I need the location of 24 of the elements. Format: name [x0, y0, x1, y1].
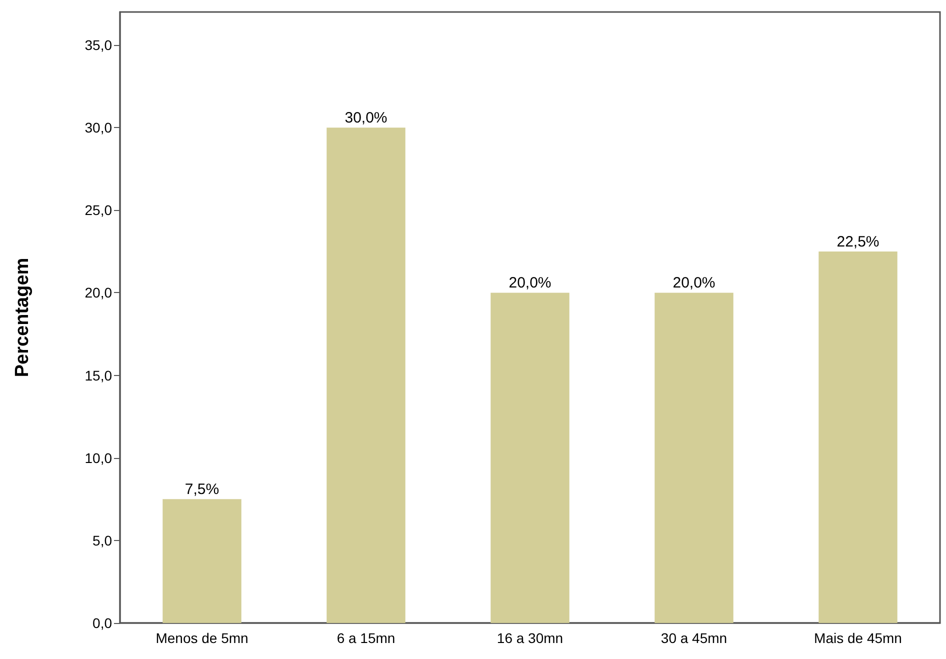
x-tick-label: Menos de 5mn — [156, 630, 248, 646]
x-tick-label: 16 a 30mn — [496, 630, 564, 646]
y-tick-label: 10,0 — [84, 450, 112, 466]
y-tick-label: 30,0 — [84, 120, 112, 136]
x-tick-label: 30 a 45mn — [660, 630, 728, 646]
y-tick-label: 25,0 — [84, 202, 112, 218]
y-tick-label: 20,0 — [84, 284, 112, 301]
bar — [326, 128, 406, 623]
data-label: 22,5% — [836, 233, 880, 250]
y-axis-title: Percentagem — [12, 258, 33, 378]
bar — [654, 292, 734, 623]
bar — [162, 499, 242, 623]
y-tick-label: 5,0 — [92, 532, 112, 548]
bar — [818, 251, 898, 623]
data-label: 30,0% — [344, 110, 388, 127]
x-tick-label: 6 a 15mn — [336, 630, 396, 646]
data-label: 7,5% — [184, 481, 220, 498]
y-tick-label: 35,0 — [84, 37, 112, 54]
x-tick-label: Mais de 45mn — [814, 630, 902, 646]
data-label: 20,0% — [672, 274, 716, 292]
bar — [490, 292, 570, 623]
y-tick-label: 15,0 — [84, 367, 112, 384]
data-label: 20,0% — [508, 274, 552, 292]
y-tick-label: 0,0 — [92, 615, 112, 631]
